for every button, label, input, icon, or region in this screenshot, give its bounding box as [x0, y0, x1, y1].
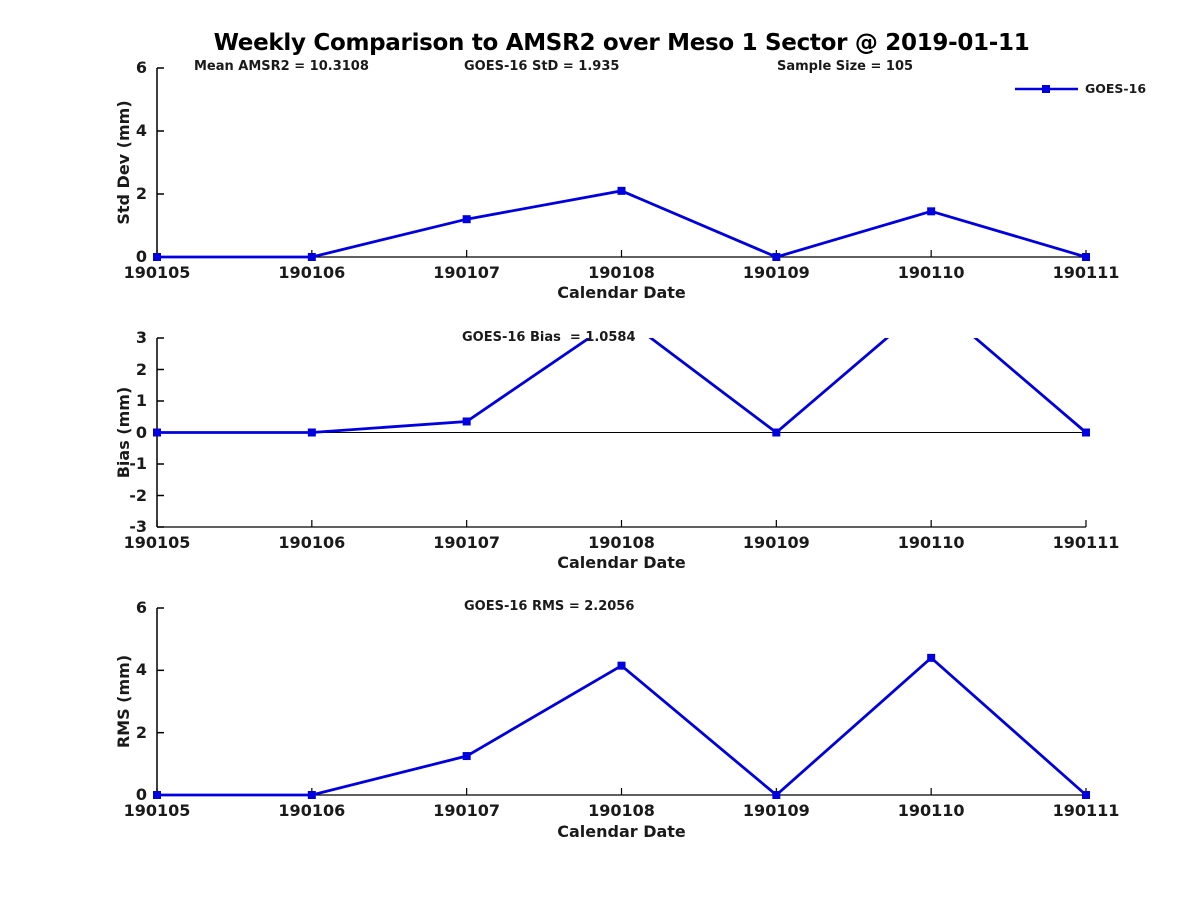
- x-tick-label: 190105: [123, 801, 191, 820]
- data-point-marker-bias: [307, 428, 316, 437]
- data-point-marker-bias: [153, 428, 161, 437]
- x-tick-label: 190108: [588, 801, 655, 820]
- ylabel-rms: RMS (mm): [114, 654, 133, 749]
- y-tick-label: 1: [135, 391, 147, 410]
- x-tick-label: 190106: [278, 263, 346, 282]
- data-point-marker-rms: [153, 791, 161, 799]
- y-tick-label: 6: [135, 598, 147, 617]
- x-tick-label: 190109: [742, 533, 810, 552]
- data-point-marker-bias: [772, 428, 781, 437]
- xlabel-calendar-date-bottom: Calendar Date: [557, 822, 686, 841]
- data-point-marker-bias: [1082, 428, 1090, 437]
- y-tick-label: -2: [129, 485, 147, 505]
- data-point-marker-rms: [772, 791, 781, 799]
- annotation-sample-size: Sample Size = 105: [777, 59, 914, 74]
- y-tick-label: 3: [135, 328, 147, 347]
- x-tick-label: 190111: [1052, 263, 1120, 282]
- data-point-marker-std-dev: [927, 207, 936, 216]
- x-tick-label: 190106: [278, 801, 346, 820]
- annotation-goes16-std: GOES-16 StD = 1.935: [464, 59, 620, 74]
- y-tick-label: 0: [135, 422, 147, 442]
- y-tick-label: 2: [135, 722, 147, 742]
- data-point-marker-std-dev: [462, 215, 471, 224]
- x-tick-label: 190109: [742, 263, 810, 282]
- annotation-goes16-rms: GOES-16 RMS = 2.2056: [464, 599, 635, 614]
- annotation-mean-amsr2: Mean AMSR2 = 10.3108: [194, 59, 369, 74]
- x-tick-label: 190105: [123, 263, 191, 282]
- series-line-bias: [157, 338, 1087, 435]
- y-tick-label: 2: [135, 184, 147, 203]
- x-tick-label: 190108: [588, 533, 655, 552]
- x-tick-label: 190109: [742, 801, 810, 820]
- x-tick-label: 190110: [897, 801, 965, 820]
- x-tick-label: 190110: [897, 263, 965, 282]
- xlabel-calendar-date-middle: Calendar Date: [557, 553, 686, 572]
- y-tick-label: -3: [129, 517, 147, 536]
- xlabel-calendar-date-top: Calendar Date: [557, 283, 686, 302]
- y-tick-label: 2: [135, 359, 147, 379]
- y-tick-label: 6: [135, 58, 147, 77]
- data-point-marker-std-dev: [772, 253, 781, 261]
- x-tick-label: 190107: [433, 263, 501, 282]
- figure-title: Weekly Comparison to AMSR2 over Meso 1 S…: [213, 30, 1030, 56]
- data-point-marker-rms: [1082, 791, 1090, 799]
- data-point-marker-rms: [307, 791, 316, 799]
- x-tick-label: 190111: [1052, 533, 1120, 552]
- data-point-marker-rms: [617, 661, 626, 670]
- annotation-goes16-bias: GOES-16 Bias = 1.0584: [462, 330, 636, 345]
- data-point-marker-std-dev: [307, 253, 316, 261]
- y-tick-label: 0: [135, 785, 147, 804]
- x-tick-label: 190111: [1052, 801, 1120, 820]
- x-tick-label: 190107: [433, 533, 501, 552]
- x-tick-label: 190105: [123, 533, 191, 552]
- x-tick-label: 190106: [278, 533, 346, 552]
- data-point-marker-std-dev: [617, 186, 626, 195]
- legend-marker: [1042, 85, 1050, 93]
- data-point-marker-bias: [618, 312, 626, 320]
- x-tick-label: 190108: [588, 263, 655, 282]
- y-tick-label: 0: [135, 247, 147, 266]
- series-line-std-dev: [157, 189, 1087, 259]
- y-tick-label: 4: [135, 121, 147, 140]
- data-point-marker-std-dev: [1082, 253, 1090, 261]
- x-tick-label: 190107: [433, 801, 501, 820]
- ylabel-std-dev: Std Dev (mm): [114, 100, 133, 225]
- x-tick-label: 190110: [897, 533, 965, 552]
- y-tick-label: 4: [135, 660, 147, 680]
- series-line-rms: [157, 655, 1087, 797]
- data-point-marker-std-dev: [153, 253, 161, 261]
- data-point-marker-rms: [927, 653, 936, 662]
- data-point-marker-bias: [462, 417, 471, 426]
- legend-label: GOES-16: [1085, 81, 1147, 96]
- data-point-marker-rms: [462, 752, 471, 761]
- y-tick-label: -1: [129, 454, 147, 473]
